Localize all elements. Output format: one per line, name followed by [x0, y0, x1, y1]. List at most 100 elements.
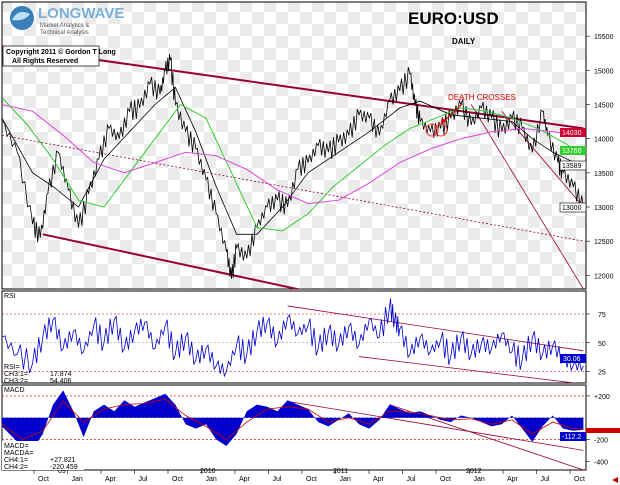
mid-channel-line: [2, 134, 584, 242]
series-ma-magenta-line: [2, 104, 584, 205]
badge-rsi: [560, 354, 586, 363]
price-tick-label: 12000: [594, 273, 614, 280]
copyright-box: [2, 45, 100, 67]
series-ma-short-line: [2, 86, 584, 235]
rsi-readout-label: RSI=: [4, 364, 20, 371]
month-label: Apr: [507, 476, 519, 483]
logo-name: LONGWAVE: [38, 5, 124, 22]
macd-readout-label: MACD=: [4, 443, 29, 450]
chart-title: EURO:USD: [408, 9, 499, 28]
macd-signal-line: [2, 398, 584, 440]
macd-readout: MACD= MACDA= CH4:1= +27.821 CH4:2= -220.…: [2, 441, 84, 471]
death-cross-marker-1: [425, 123, 439, 137]
rsi-tick-label: 50: [598, 341, 606, 348]
month-label: Jul: [407, 476, 416, 483]
month-label: Oct: [306, 476, 317, 483]
rsi-line: [2, 298, 584, 378]
rsi-ch1-label: CH3:1=: [4, 371, 28, 378]
macd-ch2-value: -220.459: [50, 464, 78, 471]
badge-price-text: 13000: [562, 205, 582, 212]
price-tick-label: 15500: [594, 34, 614, 41]
year-label: 09: [58, 468, 66, 475]
value-badges: 14030 13766 13589 13000 30.06 -112.2: [559, 128, 620, 441]
longwave-logo: LONGWAVE Market Analytics & Technical An…: [10, 5, 124, 36]
badge-magenta-ma-text: 14030: [562, 130, 582, 137]
copyright-line-2: All Rights Reserved: [12, 58, 78, 65]
rsi-ch2-value: 54.406: [50, 378, 72, 385]
month-label: Apr: [105, 476, 117, 483]
badge-short-ma-text: 13589: [562, 163, 582, 170]
month-label: Oct: [172, 476, 183, 483]
month-label: Jul: [139, 476, 148, 483]
macd-ch1-label: CH4:1=: [4, 457, 28, 464]
right-axis: 12000 12500 13000 13500 14000 14500 15000 15500…: [586, 34, 614, 466]
copyright-line-1: Copyright 2011 © Gordon T Long: [6, 48, 116, 56]
year-label: 2012: [466, 468, 482, 475]
macd-panel: [1, 384, 587, 471]
month-label: Jan: [340, 476, 351, 483]
series-price-line: [2, 54, 584, 279]
price-tick-label: 13000: [594, 205, 614, 212]
macda-readout-label: MACDA=: [4, 450, 33, 457]
bottom-axis: Oct Jan Apr Jul Oct Jan Apr Jul Oct Jan Apr Jul Oct J…: [33, 468, 585, 483]
logo-tagline-2: Technical Analysis: [40, 30, 89, 36]
badge-green-ma-text: 13766: [562, 148, 582, 155]
chart-subtitle: DAILY: [452, 37, 476, 46]
rsi-panel-label: RSI: [4, 293, 16, 300]
month-label: Jan: [474, 476, 485, 483]
price-tick-label: 14000: [594, 137, 614, 144]
price-tick-label: 14500: [594, 103, 614, 110]
price-panel: [1, 1, 587, 290]
badge-macd-signal: [586, 428, 620, 433]
annotation-arrowhead: [441, 118, 447, 124]
month-label: Apr: [373, 476, 385, 483]
short-trend-line-1: [470, 104, 584, 289]
year-label: 2010: [200, 468, 216, 475]
month-label: Jan: [72, 476, 83, 483]
month-label: Oct: [38, 476, 49, 483]
macd-plot-area: [2, 390, 586, 470]
rsi-panel: [1, 290, 587, 384]
year-label: 2011: [333, 468, 348, 475]
badge-short-ma: [559, 160, 587, 171]
macd-histogram-area: [2, 390, 584, 450]
month-label: Oct: [440, 476, 451, 483]
rsi-readout: RSI= CH3:1= 17.874 CH3:2= 54.406: [4, 364, 72, 385]
logo-tagline-1: Market Analytics &: [40, 23, 89, 29]
price-tick-label: 12500: [594, 239, 614, 246]
price-tick-label: 13500: [594, 171, 614, 178]
month-label: Jan: [206, 476, 217, 483]
month-label: Jul: [273, 476, 282, 483]
badge-magenta-ma: [560, 128, 586, 137]
badge-rsi-text: 30.06: [563, 356, 581, 363]
lower-channel-line: [42, 233, 302, 289]
rsi-upper-trend: [287, 305, 584, 352]
month-label: Oct: [574, 476, 585, 483]
badge-macd-text: -112.2: [562, 434, 581, 441]
macd-ch1-value: +27.821: [50, 457, 76, 464]
macd-readout-bg: [2, 441, 84, 470]
rsi-lower-trend: [358, 356, 578, 383]
rsi-tick-label: 25: [598, 370, 606, 377]
macd-ch2-label: CH4:2=: [4, 464, 28, 471]
month-label: Jul: [541, 476, 550, 483]
month-label: Apr: [239, 476, 251, 483]
macd-panel-label: MACD: [4, 387, 25, 394]
badge-green-ma: [560, 146, 586, 155]
macd-tick-label: -400: [594, 459, 608, 466]
series-ma-green-line: [2, 97, 584, 232]
rsi-plot-area: [2, 298, 586, 383]
macd-tick-label: +200: [594, 394, 610, 401]
death-crosses-annotation: DEATH CROSSES: [448, 93, 516, 102]
badge-price: [559, 202, 587, 213]
logo-wave-icon: [12, 12, 30, 21]
macd-tick-label: -200: [594, 437, 608, 444]
rsi-ch2-label: CH3:2=: [4, 378, 28, 385]
macd-upper-trend: [287, 400, 584, 451]
rsi-tick-label: 75: [598, 312, 606, 319]
badge-macd: [560, 432, 586, 441]
rsi-ch1-value: 17.874: [50, 371, 72, 378]
scroll-left-arrow-icon[interactable]: [612, 477, 618, 483]
